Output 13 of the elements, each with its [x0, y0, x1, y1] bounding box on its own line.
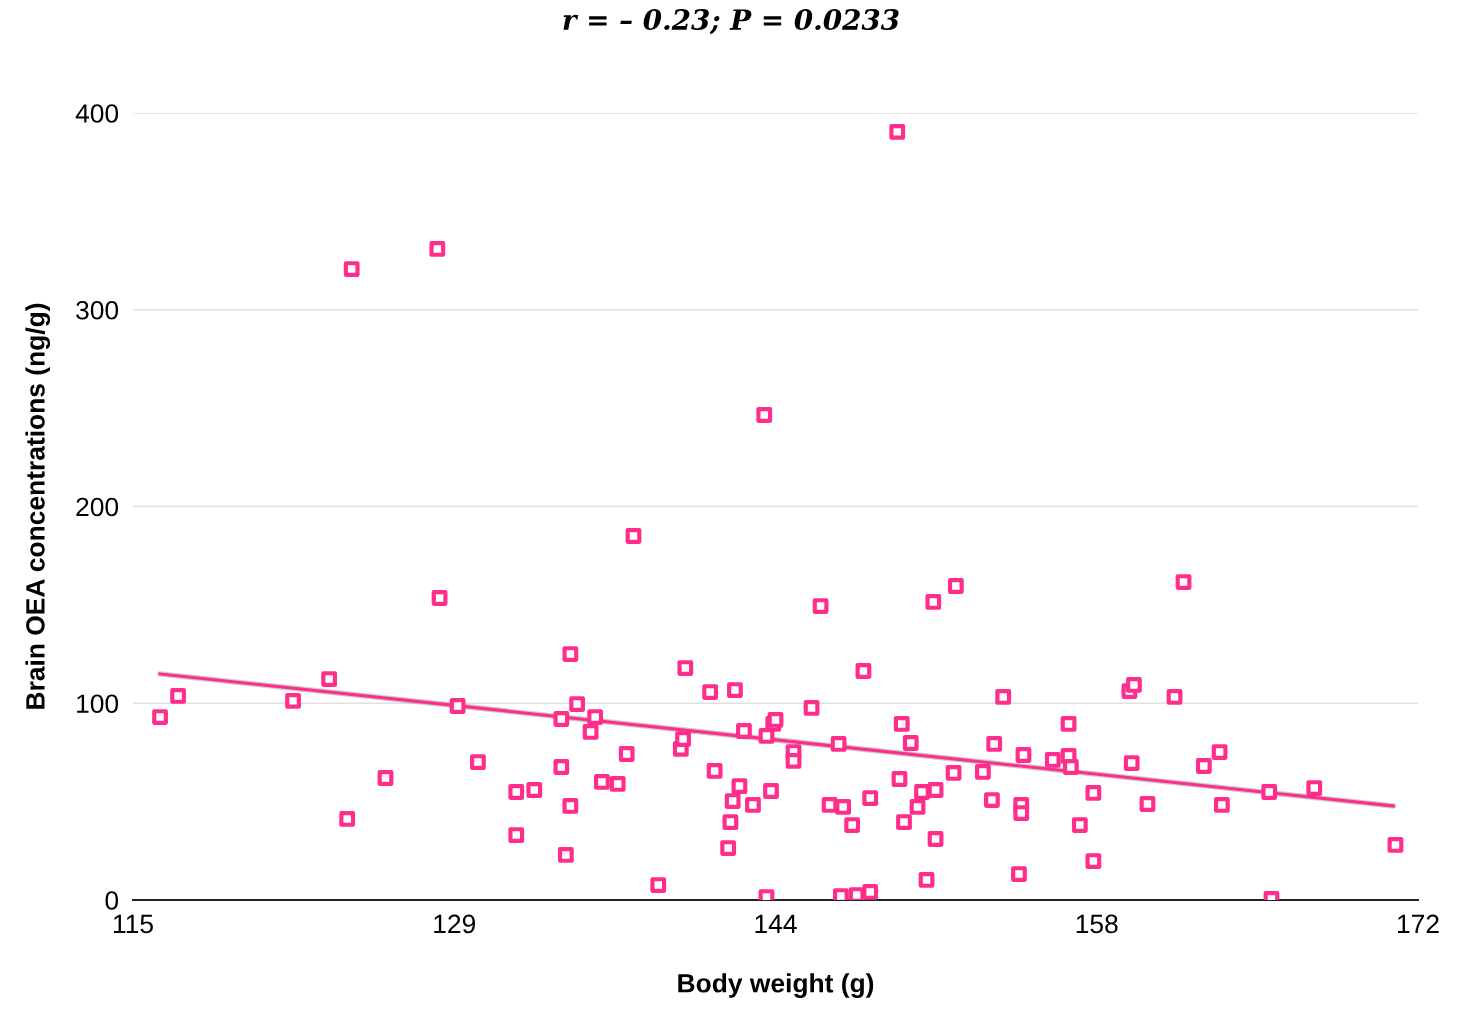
y-tick-label: 100 [77, 694, 119, 714]
x-tick-label: 172 [1398, 914, 1439, 934]
y-tick-label: 200 [76, 497, 119, 517]
x-axis-title: Body weight (g) [678, 973, 874, 998]
y-axis-title: Brain OEA concentrations (ng/g) [25, 303, 51, 709]
x-tick-label: 129 [434, 914, 476, 934]
x-tick-label: 158 [1076, 914, 1118, 934]
y-tick-label: 0 [105, 891, 119, 910]
x-tick-label: 115 [113, 914, 153, 934]
chart-title: r = – 0.23; P = 0.0233 [563, 9, 899, 35]
y-tick-label: 400 [75, 104, 119, 123]
x-tick-label: 144 [755, 914, 797, 934]
y-tick-label: 300 [76, 300, 119, 320]
